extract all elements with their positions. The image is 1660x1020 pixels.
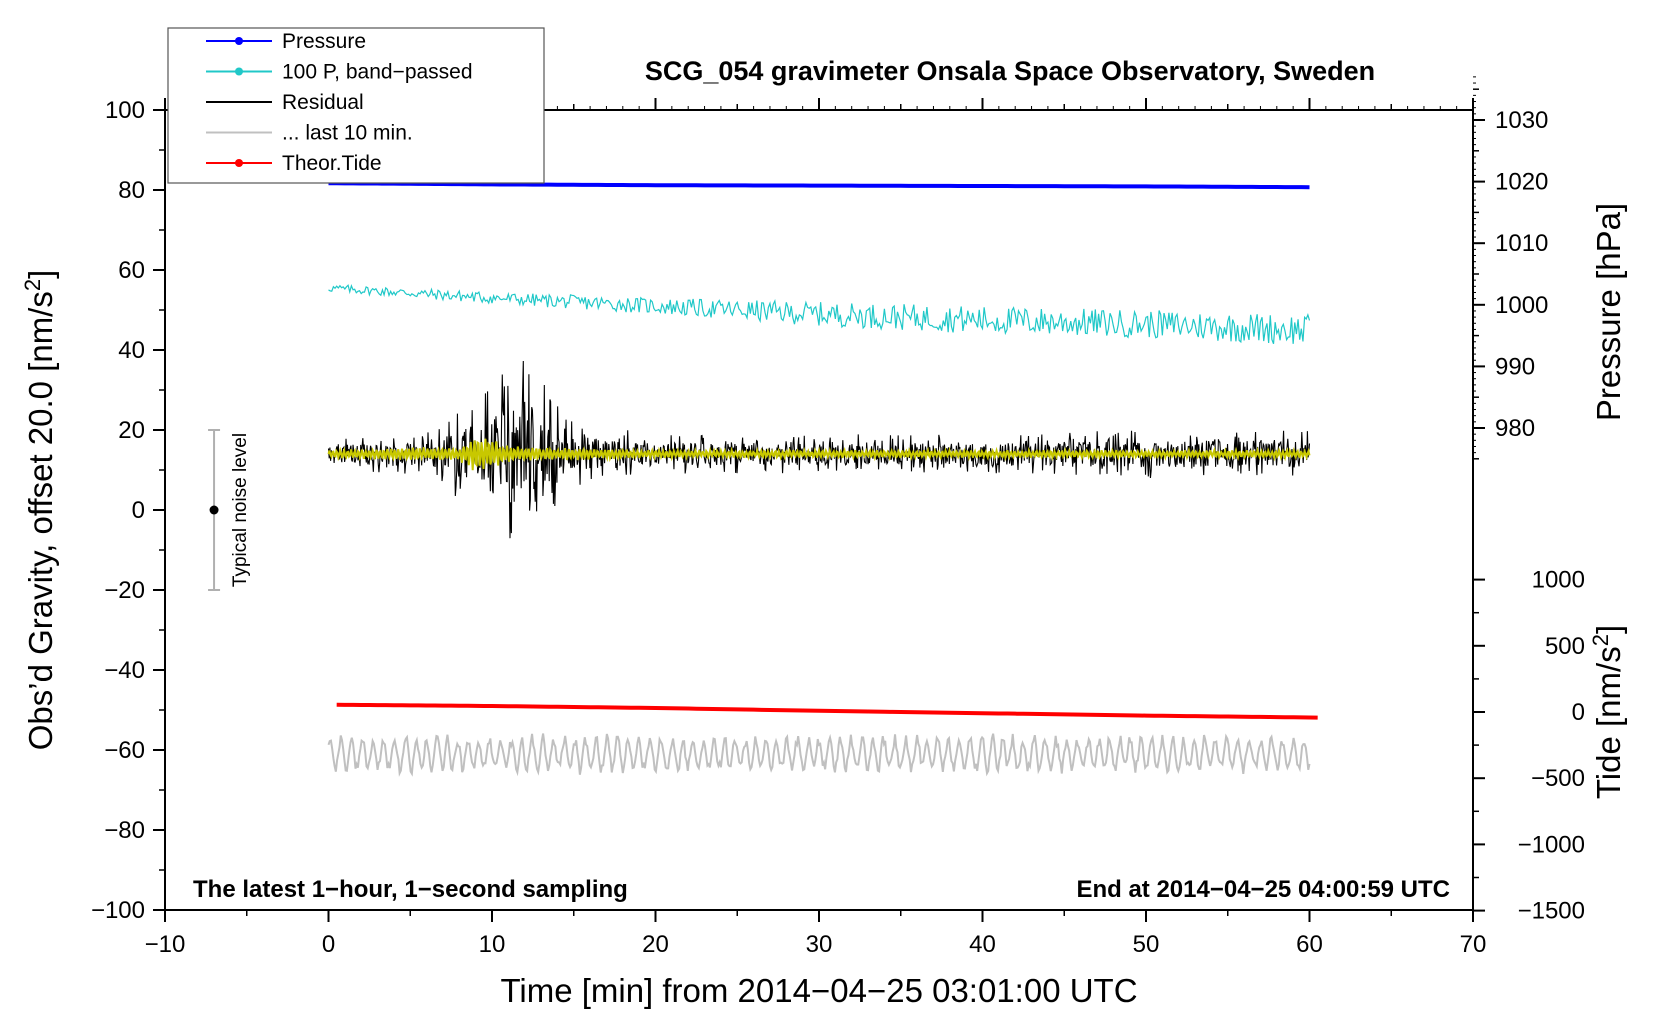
tide-axis-title-sup: 2 [1588,634,1613,646]
tide-axis-title-end: ] [1590,625,1627,634]
y-left-tick-label: −40 [104,657,145,684]
pressure-tick-label: 980 [1495,415,1535,442]
legend-label: Theor.Tide [282,152,382,175]
legend-label: Residual [282,91,364,114]
pressure-tick-label: 990 [1495,353,1535,380]
y-left-tick-label: 20 [118,417,145,444]
tide-axis-title-text: Tide [nm/s [1590,646,1627,799]
legend-marker [235,67,243,76]
y-left-tick-label: −100 [91,897,145,924]
tide-axis: 1000 500 0 −500 −1000 −1500 [1473,567,1585,925]
x-axis-title: Time [min] from 2014−04−25 03:01:00 UTC [500,972,1137,1009]
x-tick-label: 70 [1460,931,1487,958]
x-tick-label: 10 [479,931,506,958]
pressure-axis-title: Pressure [hPa] [1590,203,1627,421]
tide-tick-label: 1000 [1532,567,1585,594]
tide-axis-title: Tide [nm/s2] [1588,625,1627,799]
x-tick-label: 20 [642,931,669,958]
pressure-series [328,181,1310,190]
pressure-tick-label: 1020 [1495,169,1548,196]
tide-tick-label: −1000 [1518,831,1585,858]
legend-marker [235,37,243,45]
y-left-tick-label: 60 [118,257,145,284]
y-left-tick-label: 80 [118,177,145,204]
legend-marker [235,159,243,167]
x-tick-label: 60 [1296,931,1323,958]
legend-label: Pressure [282,30,366,53]
x-tick-label: 30 [806,931,833,958]
noise-bar [208,429,221,591]
pressure-axis: 1030 1020 1010 1000 990 980 [1473,76,1548,460]
tide-series [336,702,1318,720]
y-left-axis-title-text: Obs’d Gravity, offset 20.0 [nm/s [22,291,59,750]
tide-tick-label: 500 [1545,633,1585,660]
y-left-tick-label: 0 [132,497,145,524]
x-tick-label: −10 [145,931,186,958]
pressure-tick-label: 1030 [1495,107,1548,134]
x-tick-label: 50 [1133,931,1160,958]
y-left-tick-label: −20 [104,577,145,604]
noise-bar-label: Typical noise level [230,433,251,587]
y-left-axis: 100 80 60 40 20 0 −20 −40 −60 −80 −100 [91,97,165,924]
y-left-axis-title: Obs’d Gravity, offset 20.0 [nm/s2] [20,270,59,751]
series-layer [327,181,1318,777]
legend-label: ... last 10 min. [282,122,413,145]
plot-frame [164,109,1474,911]
legend-label: 100 P, band−passed [282,61,473,84]
legend-items: Pressure 100 P, band−passed Residual ... la… [206,30,473,175]
tide-tick-label: −1500 [1518,898,1585,925]
pressure-tick-label: 1010 [1495,230,1548,257]
tide-tick-label: −500 [1531,765,1585,792]
noise-bar-center [209,505,219,515]
annotation-end-time: End at 2014−04−25 04:00:59 UTC [1076,876,1450,903]
bandpassed-pressure-series [328,283,1311,345]
y-left-tick-label: 100 [105,97,145,124]
legend-box [167,27,545,184]
tide-tick-label: 0 [1572,699,1585,726]
annotation-sampling: The latest 1−hour, 1−second sampling [193,876,628,903]
x-tick-label: 40 [969,931,996,958]
pressure-tick-label: 1000 [1495,292,1548,319]
y-left-axis-title-sup: 2 [20,279,45,291]
y-left-tick-label: −60 [104,737,145,764]
x-tick-label: 0 [322,931,335,958]
y-left-axis-title-end: ] [22,270,59,279]
chart-title: SCG_054 gravimeter Onsala Space Observat… [645,56,1375,86]
x-axis: −10 0 10 20 30 40 50 60 70 [145,98,1487,958]
y-left-tick-label: 40 [118,337,145,364]
legend: Pressure 100 P, band−passed Residual ... la… [167,27,545,184]
last-10-min-series [327,733,1311,777]
bandpassed-residual-series [327,438,1311,471]
y-left-tick-label: −80 [104,817,145,844]
